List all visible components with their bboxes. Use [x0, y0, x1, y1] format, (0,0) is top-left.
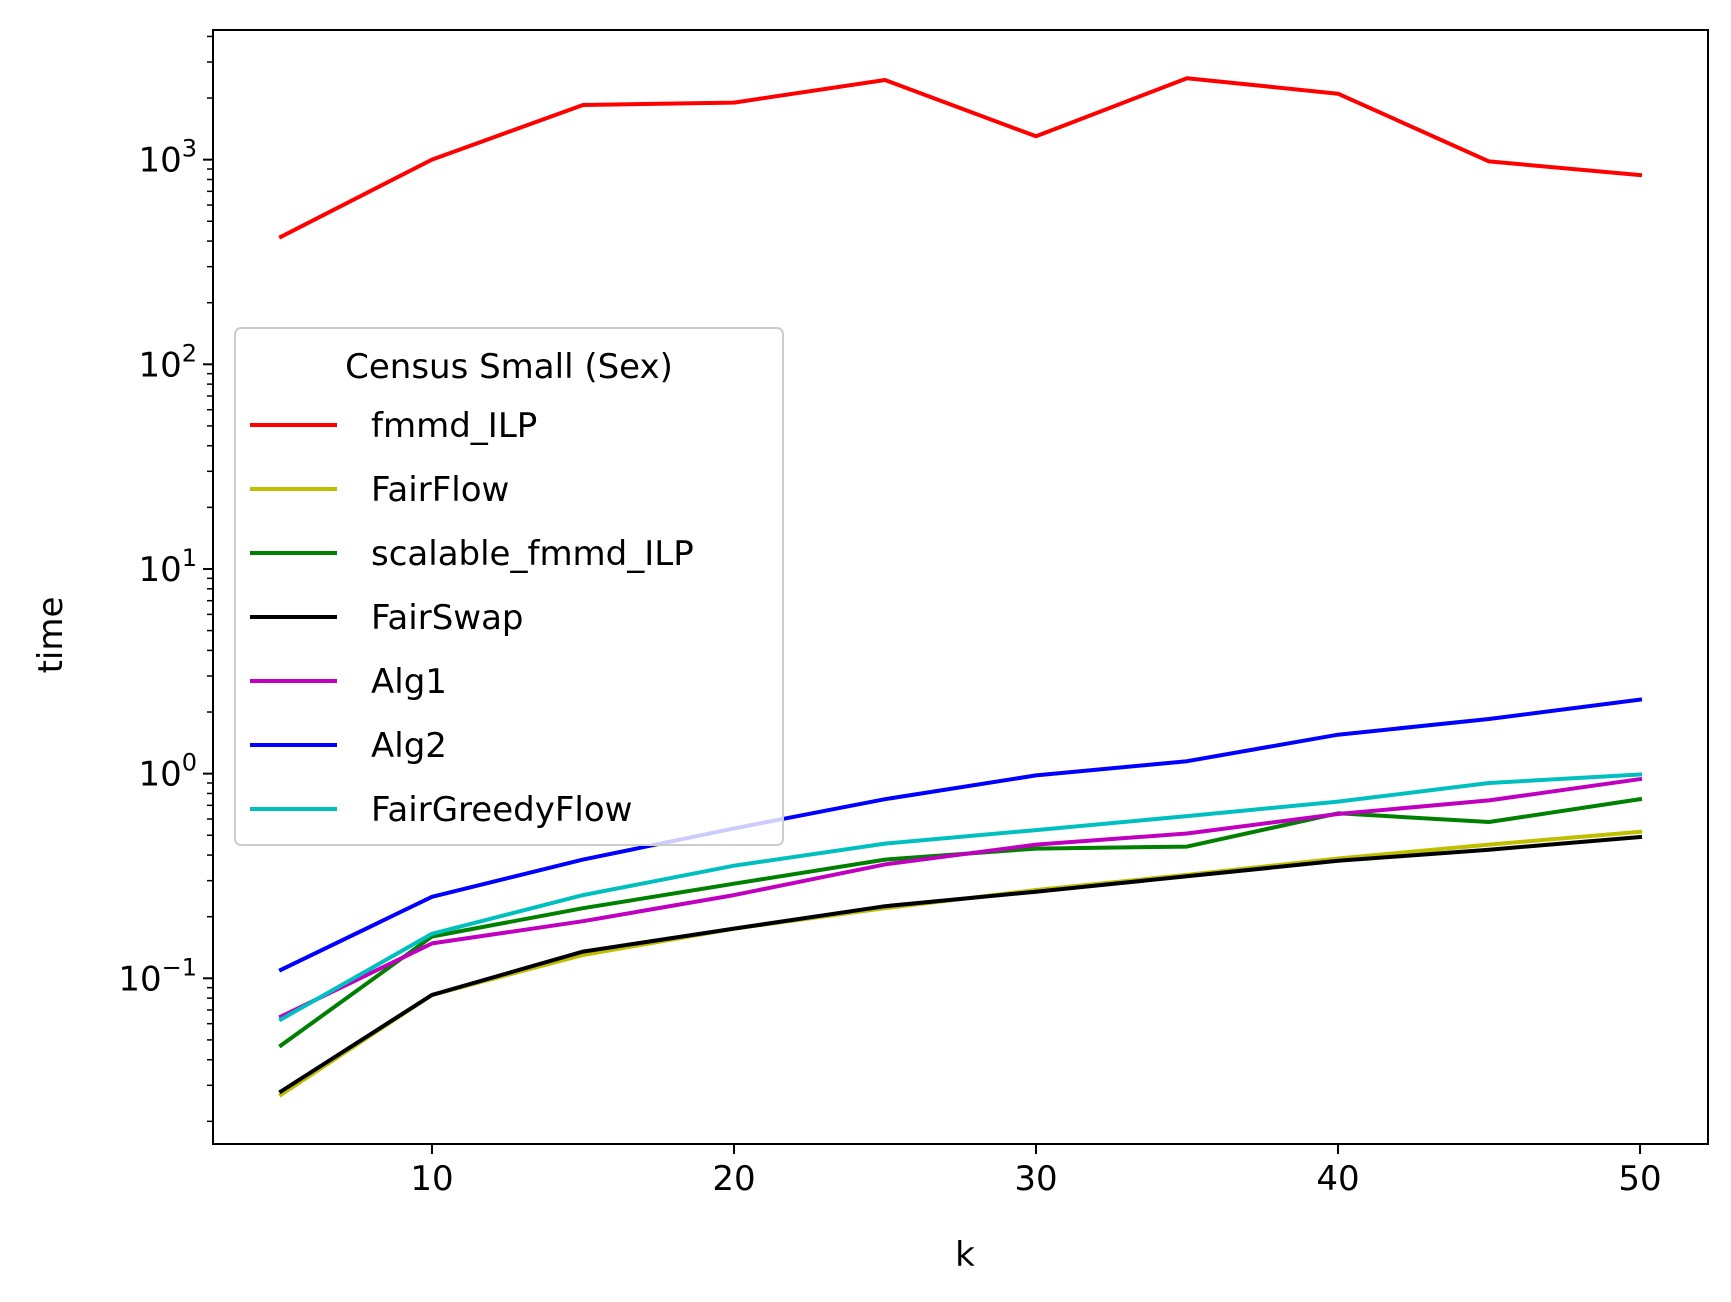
legend: Census Small (Sex) fmmd_ILP FairFlow scala…: [234, 327, 784, 846]
legend-label-fmmd-ilp: fmmd_ILP: [371, 406, 537, 446]
axes-frame: [212, 29, 1709, 1145]
legend-label-alg2: Alg2: [371, 726, 447, 766]
legend-title: Census Small (Sex): [345, 347, 673, 387]
legend-label-fairgreedyflow: FairGreedyFlow: [371, 790, 632, 830]
series-line-fairswap: [278, 834, 1643, 1095]
legend-label-alg1: Alg1: [371, 662, 447, 702]
axes: 10 20 30 40 50 10−1 100 101 102 103: [118, 29, 1709, 1199]
x-tick-label: 40: [1316, 1159, 1359, 1199]
y-tick-label: 10−1: [118, 953, 197, 999]
legend-label-scalable-fmmd-ilp: scalable_fmmd_ILP: [371, 534, 694, 574]
y-tick-label: 103: [138, 135, 197, 181]
y-tick-label: 102: [138, 339, 197, 385]
legend-frame: [234, 327, 784, 846]
legend-entries: fmmd_ILP FairFlow scalable_fmmd_ILP FairSwa…: [250, 406, 694, 830]
x-tick-label: 10: [410, 1159, 453, 1199]
x-tick-label: 50: [1618, 1159, 1661, 1199]
series-line-alg1: [278, 776, 1643, 1020]
plot-area: [278, 76, 1643, 1098]
series-line-alg2: [278, 697, 1643, 973]
y-axis-label: time: [31, 597, 71, 674]
series-line-fairgreedyflow: [278, 772, 1643, 1023]
y-tick-label: 101: [138, 544, 197, 590]
legend-label-fairswap: FairSwap: [371, 598, 524, 638]
y-tick-label: 100: [138, 749, 197, 795]
legend-label-fairflow: FairFlow: [371, 470, 509, 510]
series-line-fmmd-ilp: [278, 76, 1643, 240]
x-tick-label: 30: [1014, 1159, 1057, 1199]
x-axis-label: k: [955, 1235, 975, 1275]
x-tick-label: 20: [712, 1159, 755, 1199]
